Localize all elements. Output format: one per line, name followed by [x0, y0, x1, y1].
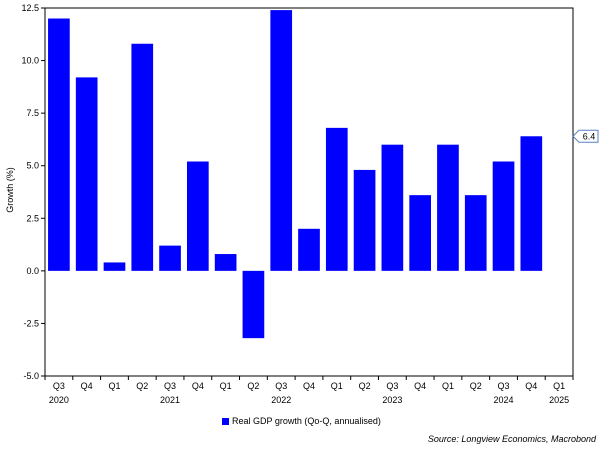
- y-tick-label: -2.5: [23, 318, 39, 328]
- x-tick-label: Q4: [81, 381, 93, 391]
- x-year-label: 2025: [549, 395, 569, 405]
- x-axis: Q3 Q4 Q1 Q2 Q3 Q4 Q1 Q2 Q3 Q4 Q1 Q2 Q3 Q4 Q1 Q2 Q3 Q4 Q1 20…: [44, 376, 574, 405]
- y-tick-label: -5.0: [23, 371, 39, 381]
- bar: [492, 161, 515, 271]
- x-year-label: 2021: [160, 395, 180, 405]
- x-tick-label: Q2: [359, 381, 371, 391]
- last-value-callout: 6.4: [572, 129, 599, 143]
- bar: [187, 161, 209, 271]
- bar: [270, 10, 293, 271]
- y-tick-label: 7.5: [26, 108, 39, 118]
- bar: [159, 245, 181, 271]
- x-tick-label: Q4: [192, 381, 204, 391]
- bar: [242, 270, 265, 339]
- legend-label: Real GDP growth (Qo-Q, annualised): [232, 416, 381, 426]
- x-tick-label: Q4: [303, 381, 315, 391]
- x-tick-label: Q1: [331, 381, 343, 391]
- x-tick-label: Q2: [136, 381, 148, 391]
- y-tick-label: 5.0: [26, 161, 39, 171]
- bars: [48, 10, 543, 339]
- x-year-label: 2024: [494, 395, 514, 405]
- bar: [520, 136, 543, 271]
- x-tick-label: Q1: [442, 381, 454, 391]
- legend-swatch: [222, 417, 229, 425]
- x-tick-label: Q2: [470, 381, 482, 391]
- bar: [48, 18, 70, 271]
- legend: Real GDP growth (Qo-Q, annualised): [222, 416, 381, 426]
- x-tick-label: Q1: [108, 381, 120, 391]
- x-tick-label: Q4: [525, 381, 537, 391]
- y-tick-label: 0.0: [26, 266, 39, 276]
- callout-value: 6.4: [583, 131, 596, 141]
- bar: [464, 195, 487, 271]
- y-tick-label: 10.0: [21, 56, 39, 66]
- x-tick-label: Q2: [247, 381, 259, 391]
- x-tick-label: Q3: [386, 381, 398, 391]
- callout-box: [572, 129, 599, 143]
- bar: [131, 43, 154, 271]
- bar: [298, 228, 320, 271]
- x-tick-label: Q3: [164, 381, 176, 391]
- x-year-label: 2023: [382, 395, 402, 405]
- x-tick-label: Q3: [498, 381, 510, 391]
- y-axis-label: Growth (%): [5, 167, 15, 213]
- x-tick-label: Q1: [220, 381, 232, 391]
- x-year-label: 2020: [49, 395, 69, 405]
- bar: [409, 195, 431, 271]
- x-tick-label: Q1: [553, 381, 565, 391]
- x-tick-label: Q4: [414, 381, 426, 391]
- y-tick-label: 12.5: [21, 3, 39, 13]
- source-note: Source: Longview Economics, Macrobond: [427, 434, 596, 444]
- bar: [437, 144, 459, 271]
- x-year-label: 2022: [271, 395, 291, 405]
- plot-frame: [44, 7, 574, 377]
- bar: [214, 254, 237, 271]
- bar: [353, 169, 376, 271]
- bar: [103, 262, 126, 271]
- bar: [325, 127, 348, 271]
- plot-area: [44, 7, 574, 377]
- bar: [381, 144, 404, 271]
- x-tick-label: Q3: [53, 381, 65, 391]
- y-axis: 12.5 10.0 7.5 5.0 2.5 0.0 -2.5 -5.0: [21, 3, 45, 381]
- y-tick-label: 2.5: [26, 213, 39, 223]
- bar: [75, 77, 98, 271]
- x-tick-label: Q3: [275, 381, 287, 391]
